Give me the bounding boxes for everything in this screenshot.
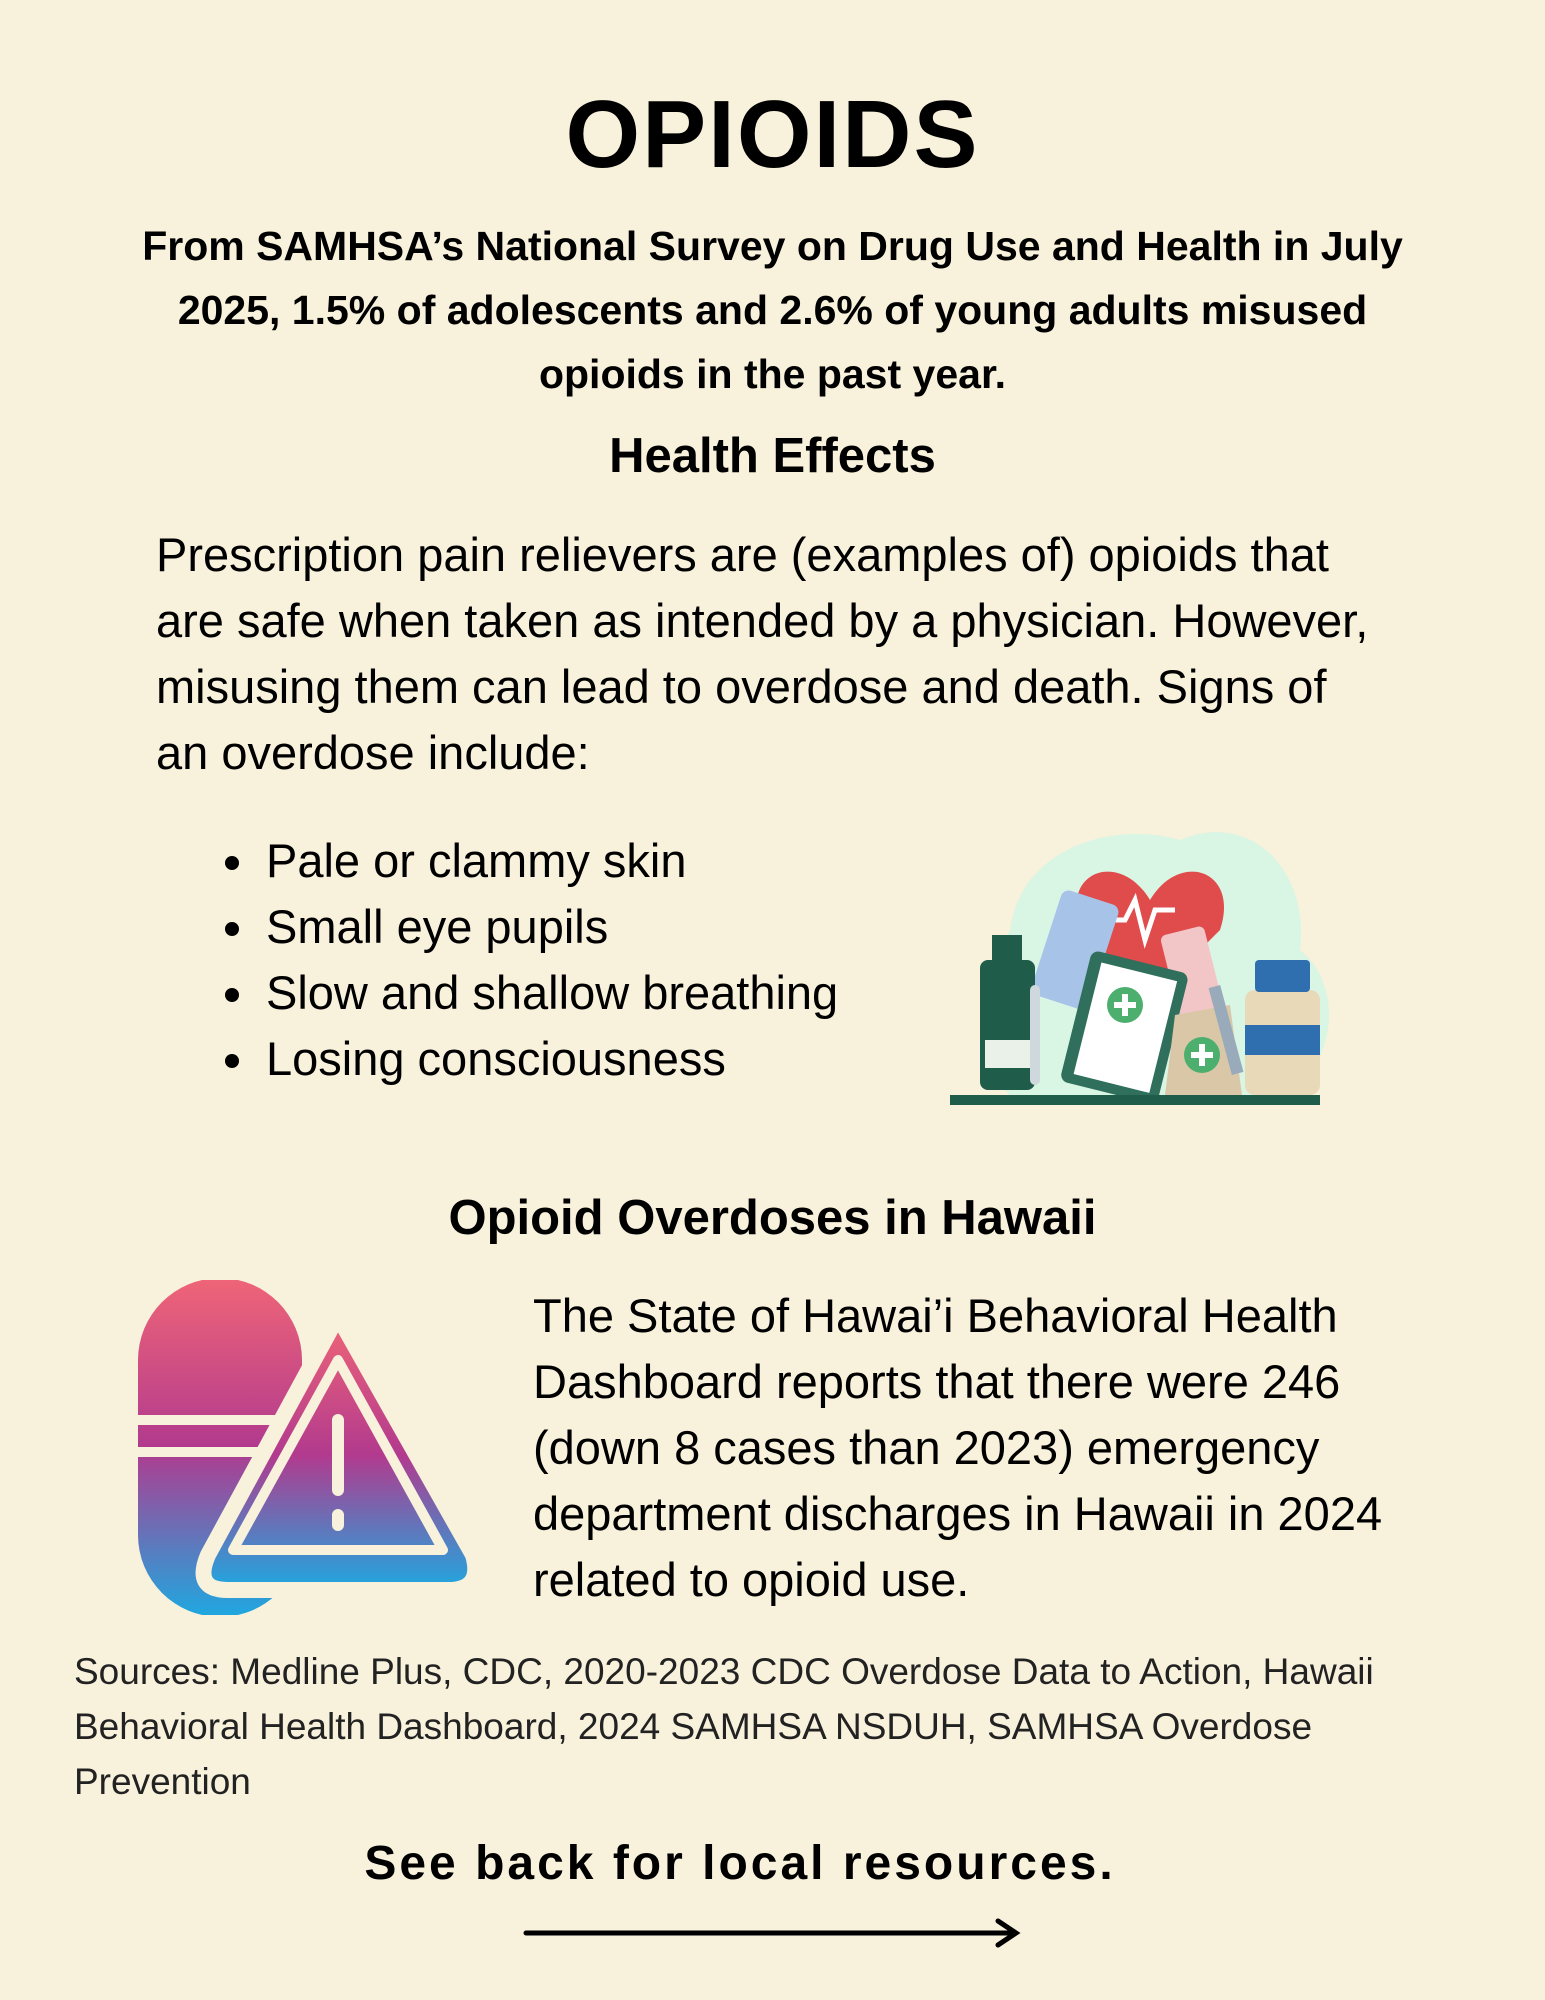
sources: Sources: Medline Plus, CDC, 2020-2023 CD… xyxy=(74,1651,1374,1802)
body-text: The State of Hawai’i Behavioral Health D… xyxy=(533,1289,1383,1606)
intro: From SAMHSA’s National Survey on Drug Us… xyxy=(142,223,1403,397)
medicine-illustration xyxy=(950,832,1329,1105)
warning-icon xyxy=(138,1280,483,1615)
sign-list: Pale or clammy skin Small eye pupils Slo… xyxy=(205,828,860,1092)
sign: Slow and shallow breathing xyxy=(260,960,860,1026)
title: OPIOIDS xyxy=(565,81,980,188)
heading: Opioid Overdoses in Hawaii xyxy=(448,1191,1097,1245)
sign: Small eye pupils xyxy=(260,894,860,960)
body-text: Prescription pain relievers are (example… xyxy=(156,528,1369,779)
heading: Health Effects xyxy=(609,429,936,483)
sign: Losing consciousness xyxy=(260,1026,860,1092)
footer-note: See back for local resources. xyxy=(364,1837,1116,1890)
arrow xyxy=(523,1918,1021,1948)
sign: Pale or clammy skin xyxy=(260,828,860,894)
